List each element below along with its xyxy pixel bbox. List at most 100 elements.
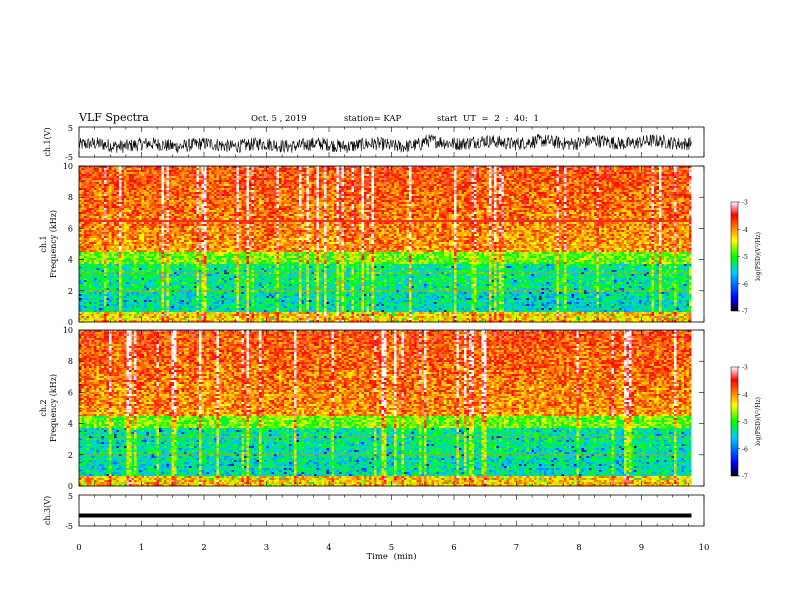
spectrogram-cell <box>274 168 277 170</box>
spectrogram-cell <box>617 170 620 172</box>
spectrogram-cell <box>189 170 192 172</box>
spectrogram-cell <box>162 174 165 176</box>
spectrogram-cell <box>492 170 495 172</box>
spectrogram-cell <box>197 168 200 170</box>
spectrogram-cell <box>557 170 560 172</box>
spectrogram-cell <box>139 172 142 174</box>
spectrogram-cell <box>242 168 245 170</box>
spectrogram-cell <box>507 172 510 174</box>
spectrogram-cell <box>102 172 105 174</box>
spectrogram-cell <box>319 170 322 172</box>
spectrogram-cell <box>324 170 327 172</box>
spectrogram-cell <box>119 170 122 172</box>
spectrogram-cell <box>309 172 312 174</box>
spectrogram-cell <box>397 168 400 170</box>
spectrogram-cell <box>379 168 382 170</box>
spectrogram-cell <box>682 168 685 170</box>
spectrogram-cell <box>202 174 205 176</box>
spectrogram-cell <box>529 170 532 172</box>
spectrogram-cell <box>497 168 500 170</box>
spectrogram-cell <box>629 168 632 170</box>
spectrogram-cell <box>437 170 440 172</box>
spectrogram-cell <box>154 168 157 170</box>
spectrogram-cell <box>464 172 467 174</box>
spectrogram-cell <box>97 172 100 174</box>
spectrogram-cell <box>674 172 677 174</box>
spectrogram-cell <box>249 170 252 172</box>
spectrogram-cell <box>559 168 562 170</box>
spectrogram-cell <box>317 170 320 172</box>
spectrogram-cell <box>542 172 545 174</box>
spectrogram-cell <box>377 168 380 170</box>
spectrogram-cell <box>684 170 687 172</box>
spectrogram-cell <box>162 170 165 172</box>
spectrogram-cell <box>484 170 487 172</box>
spectrogram-cell <box>669 170 672 172</box>
spectrogram-cell <box>572 168 575 170</box>
spectrogram-cell <box>467 170 470 172</box>
spectrogram-cell <box>464 170 467 172</box>
spectrogram-cell <box>127 170 130 172</box>
spectrogram-cell <box>192 168 195 170</box>
spectrogram-cell <box>169 172 172 174</box>
spectrogram-cell <box>627 170 630 172</box>
spectrogram-cell <box>142 174 145 176</box>
spectrogram-cell <box>682 170 685 172</box>
spectrogram-cell <box>337 170 340 172</box>
spectrogram-cell <box>164 168 167 170</box>
spectrogram-cell <box>297 170 300 172</box>
spectrogram-cell <box>264 172 267 174</box>
spectrogram-cell <box>157 170 160 172</box>
spectrogram-cell <box>272 168 275 170</box>
spectrogram-cell <box>84 174 87 176</box>
spectrogram-cell <box>417 168 420 170</box>
spectrogram-cell <box>114 170 117 172</box>
spectrogram-cell <box>529 168 532 170</box>
spectrogram-cell <box>152 174 155 176</box>
spectrogram-cell <box>569 168 572 170</box>
spectrogram-cell <box>329 168 332 170</box>
spectrogram-cell <box>547 172 550 174</box>
spectrogram-cell <box>602 168 605 170</box>
spectrogram-cell <box>449 170 452 172</box>
spectrogram-cell <box>259 168 262 170</box>
spectrogram-cell <box>577 172 580 174</box>
spectrogram-cell <box>179 170 182 172</box>
spectrogram-cell <box>174 170 177 172</box>
spectrogram-cell <box>287 170 290 172</box>
spectrogram-cell <box>179 172 182 174</box>
spectrogram-cell <box>472 170 475 172</box>
spectrogram-cell <box>409 172 412 174</box>
spectrogram-cell <box>134 172 137 174</box>
spectrogram-cell <box>447 168 450 170</box>
spectrogram-cell <box>79 170 82 172</box>
spectrogram-cell <box>412 168 415 170</box>
spectrogram-cell <box>664 168 667 170</box>
spectrogram-cell <box>142 168 145 170</box>
spectrogram-cell <box>239 172 242 174</box>
spectrogram-cell <box>394 168 397 170</box>
spectrogram-cell <box>224 168 227 170</box>
spectrogram-cell <box>102 168 105 170</box>
spectrogram-cell <box>517 172 520 174</box>
spectrogram-cell <box>89 168 92 170</box>
spectrogram-cell <box>362 170 365 172</box>
spectrogram-cell <box>582 170 585 172</box>
spectrogram-cell <box>232 172 235 174</box>
spectrogram-cell <box>359 172 362 174</box>
spectrogram-cell <box>619 172 622 174</box>
spectrogram-cell <box>459 172 462 174</box>
spectrogram-cells <box>79 166 694 322</box>
spectrogram-cell <box>477 170 480 172</box>
spectrogram-cell <box>647 172 650 174</box>
spectrogram-cell <box>642 168 645 170</box>
spectrogram-cell <box>589 168 592 170</box>
spectrogram-cell <box>349 170 352 172</box>
ch1-spectrogram-panel: 0246810ch.1 Frequency (kHz) <box>39 162 704 327</box>
spectrogram-cell <box>564 168 567 170</box>
spectrogram-cell <box>434 172 437 174</box>
spectrogram-cell <box>549 172 552 174</box>
spectrogram-cell <box>234 170 237 172</box>
spectrogram-cell <box>349 172 352 174</box>
spectrogram-cell <box>429 168 432 170</box>
